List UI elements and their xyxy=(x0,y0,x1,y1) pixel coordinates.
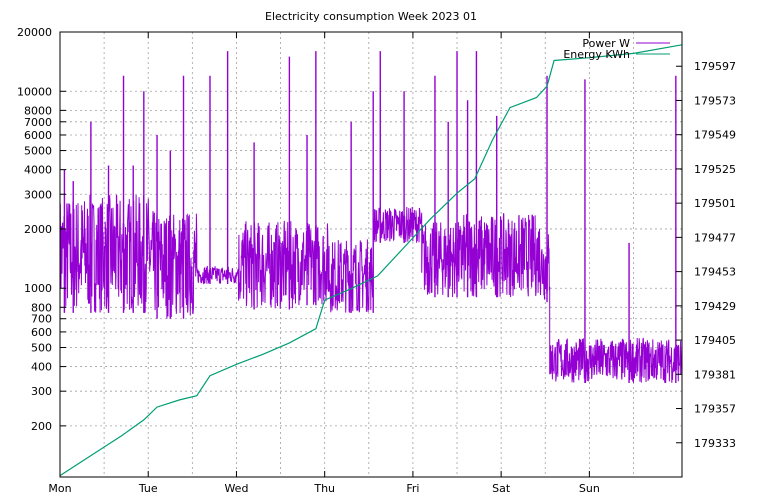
y2-tick-label: 179453 xyxy=(694,266,736,279)
y2-tick-label: 179429 xyxy=(694,300,736,313)
y-tick-label: 3000 xyxy=(24,188,52,201)
x-tick-label: Thu xyxy=(313,482,335,495)
y2-tick-label: 179501 xyxy=(694,197,736,210)
y2-tick-label: 179597 xyxy=(694,60,736,73)
y2-tick-label: 179573 xyxy=(694,94,736,107)
y2-tick-label: 179333 xyxy=(694,437,736,450)
y-tick-label: 8000 xyxy=(24,104,52,117)
y-tick-label: 2000 xyxy=(24,223,52,236)
y-tick-label: 400 xyxy=(31,361,52,374)
y-tick-label: 1000 xyxy=(24,282,52,295)
plot-frame xyxy=(59,31,683,478)
x-tick-label: Sat xyxy=(492,482,511,495)
y-tick-label: 10000 xyxy=(17,85,52,98)
y2-tick-label: 179357 xyxy=(694,403,736,416)
y-tick-label: 600 xyxy=(31,326,52,339)
y-tick-label: 500 xyxy=(31,342,52,355)
x-tick-label: Fri xyxy=(406,482,419,495)
y-tick-label: 6000 xyxy=(24,129,52,142)
x-tick-label: Tue xyxy=(138,482,158,495)
y-tick-label: 300 xyxy=(31,385,52,398)
y2-tick-label: 179525 xyxy=(694,163,736,176)
y-tick-label: 200 xyxy=(31,420,52,433)
chart-title: Electricity consumption Week 2023 01 xyxy=(265,10,477,23)
legend: Power W Energy KWh xyxy=(563,37,670,61)
legend-label-power: Power W xyxy=(582,37,630,50)
y-tick-label: 700 xyxy=(31,313,52,326)
x-tick-label: Mon xyxy=(48,482,71,495)
legend-label-energy: Energy KWh xyxy=(563,48,630,61)
x-tick-label: Wed xyxy=(224,482,248,495)
y-tick-label: 5000 xyxy=(24,145,52,158)
y2-tick-label: 179549 xyxy=(694,129,736,142)
series-layer xyxy=(59,44,683,477)
y-tick-label: 7000 xyxy=(24,116,52,129)
y2-tick-label: 179405 xyxy=(694,334,736,347)
energy-line xyxy=(59,44,683,477)
power-line xyxy=(59,194,683,384)
x-tick-label: Sun xyxy=(579,482,600,495)
y2-tick-label: 179477 xyxy=(694,231,736,244)
y-tick-label: 4000 xyxy=(24,164,52,177)
y-tick-label: 800 xyxy=(31,301,52,314)
tick-layer: Mon Tue Wed Thu Fri Sat Sun2003004005006007008… xyxy=(17,26,736,495)
y-tick-label: 20000 xyxy=(17,26,52,39)
y2-tick-label: 179381 xyxy=(694,368,736,381)
